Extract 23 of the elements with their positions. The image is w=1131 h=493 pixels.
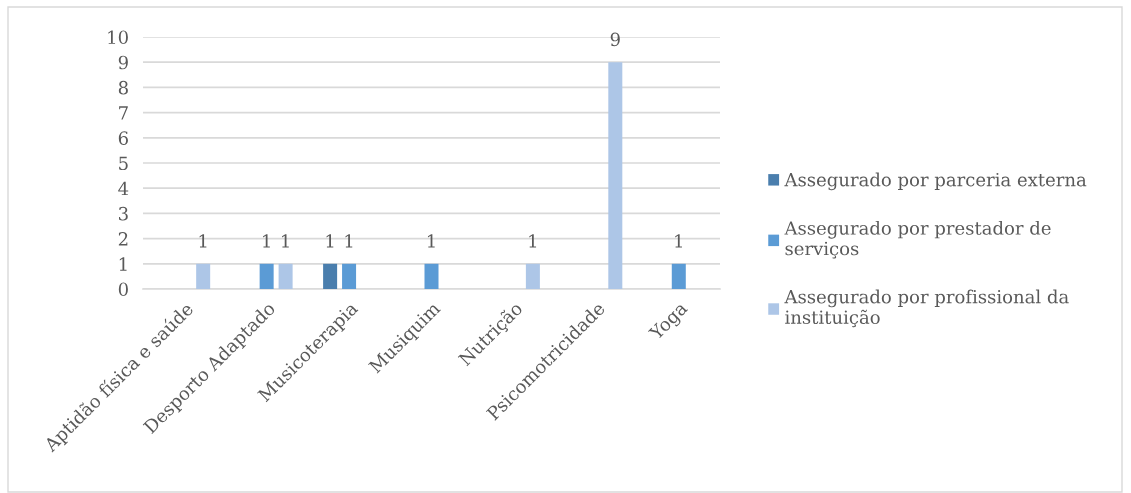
y-tick-label: 2 — [118, 232, 128, 246]
data-label: 1 — [345, 234, 353, 248]
y-tick-label: 0 — [118, 282, 128, 297]
y-tick-label: 5 — [119, 156, 128, 171]
data-label: 9 — [610, 32, 620, 47]
y-tick-label: 10 — [108, 30, 128, 45]
y-tick-label: 8 — [118, 80, 128, 95]
y-tick-label: 9 — [118, 55, 128, 70]
y-tick-label: 7 — [119, 106, 128, 120]
y-tick-label: 6 — [118, 131, 128, 145]
data-label: 1 — [529, 234, 537, 248]
data-label: 1 — [263, 234, 270, 248]
y-tick-label: 1 — [119, 257, 127, 271]
legend-label: Assegurado por prestador de serviços — [784, 220, 1051, 259]
legend-label: Assegurado por parceria externa — [784, 172, 1087, 191]
legend-label: Assegurado por profissional da instituição — [784, 289, 1069, 328]
data-label: 1 — [282, 234, 289, 248]
data-label: 1 — [675, 234, 682, 248]
data-label: 1 — [199, 234, 207, 248]
y-tick-label: 3 — [119, 206, 128, 221]
y-tick-label: 4 — [118, 181, 129, 196]
data-label: 1 — [427, 234, 435, 248]
data-label: 1 — [326, 234, 334, 248]
